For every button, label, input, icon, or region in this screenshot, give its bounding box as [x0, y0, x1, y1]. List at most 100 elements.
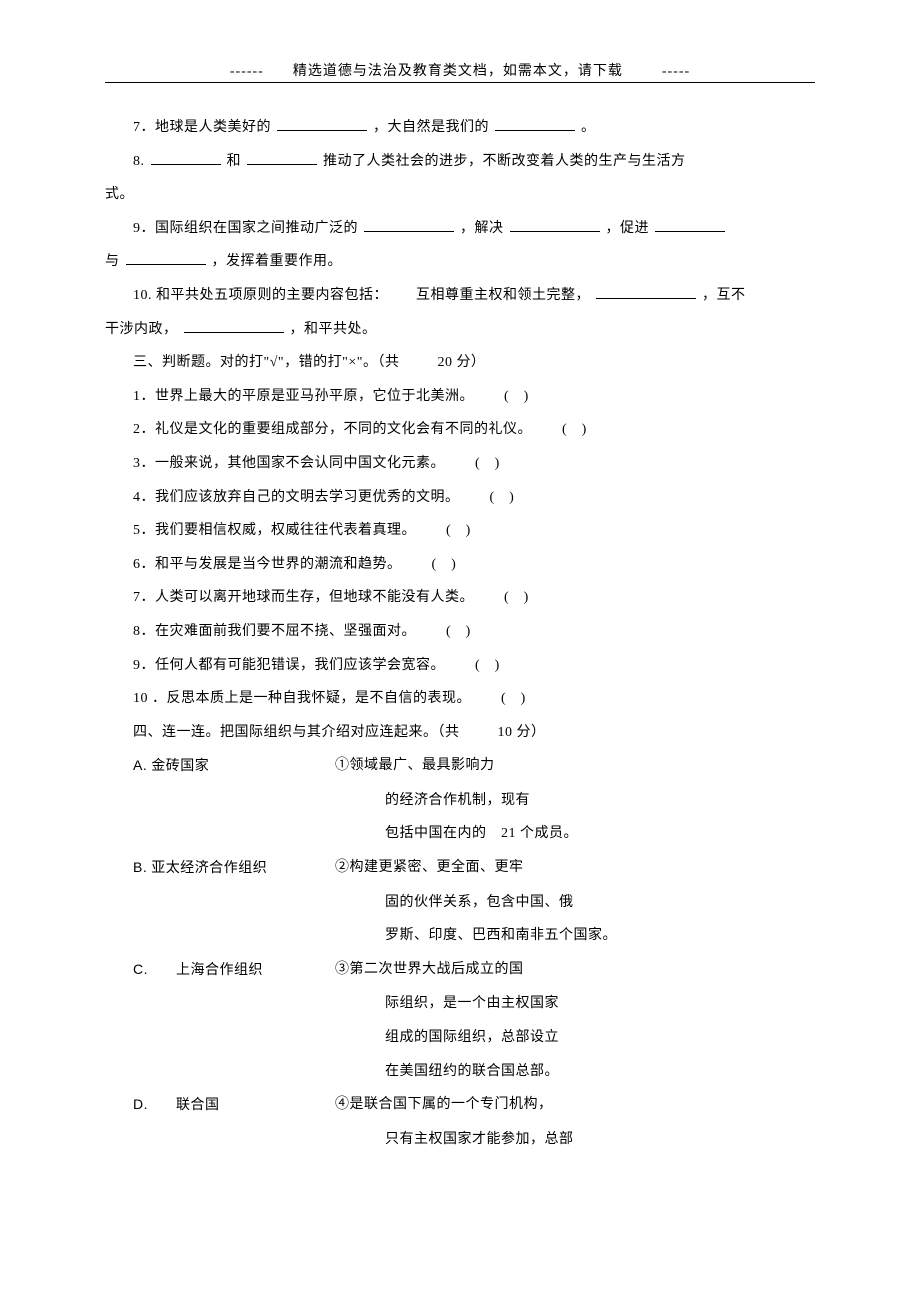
judge-item-8: 8．在灾难面前我们要不屈不挠、坚强面对。 ( ) — [105, 615, 815, 649]
blank — [184, 319, 284, 333]
match-d-label: D. — [133, 1096, 148, 1112]
match-c-cont1: 际组织，是一个由主权国家 — [105, 987, 815, 1021]
judge-item-7: 7．人类可以离开地球而生存，但地球不能没有人类。 ( ) — [105, 581, 815, 615]
match-a-desc: ①领域最广、最具影响力 — [335, 749, 815, 784]
q10-t1: 和平共处五项原则的主要内容包括： — [156, 288, 388, 303]
blank — [247, 151, 317, 165]
page-header: ------ 精选道德与法治及教育类文档，如需本文，请下载 ----- — [105, 60, 815, 80]
q9-t1: 国际组织在国家之间推动广泛的 — [155, 221, 358, 236]
sec3-points: 20 分） — [437, 355, 485, 370]
q9-t2: ，解决 — [460, 221, 504, 236]
blank — [151, 151, 221, 165]
q7-num: 7． — [133, 120, 155, 135]
match-c-label: C. — [133, 961, 148, 977]
q7-t1: 地球是人类美好的 — [155, 120, 271, 135]
judge-item-3: 3．一般来说，其他国家不会认同中国文化元素。 ( ) — [105, 447, 815, 481]
match-left-d: D. 联合国 — [105, 1088, 335, 1123]
j8-text: 在灾难面前我们要不屈不挠、坚强面对。 — [155, 624, 416, 639]
judge-item-9: 9．任何人都有可能犯错误，我们应该学会宽容。 ( ) — [105, 649, 815, 683]
q10-t2: 互相尊重主权和领土完整， — [416, 288, 590, 303]
match-row-a: A. 金砖国家 ①领域最广、最具影响力 — [105, 749, 815, 784]
j3-text: 一般来说，其他国家不会认同中国文化元素。 — [155, 456, 445, 471]
j7-num: 7． — [133, 590, 155, 605]
match-b-name: 亚太经济合作组织 — [151, 861, 267, 876]
sec4-points: 10 分） — [498, 725, 546, 740]
blank — [655, 218, 725, 232]
q10-t3: ，互不 — [702, 288, 746, 303]
match-c-name: 上海合作组织 — [176, 963, 263, 978]
fill-q8-cont: 式。 — [105, 178, 815, 212]
blank — [596, 285, 696, 299]
j1-paren: ( ) — [504, 389, 529, 404]
j9-paren: ( ) — [475, 658, 500, 673]
match-left-c: C. 上海合作组织 — [105, 953, 335, 988]
match-a-cont2: 包括中国在内的 21 个成员。 — [105, 817, 815, 851]
fill-q7: 7．地球是人类美好的 ，大自然是我们的 。 — [105, 111, 815, 145]
judge-item-4: 4．我们应该放弃自己的文明去学习更优秀的文明。( ) — [105, 481, 815, 515]
q8-t3: 式。 — [105, 187, 134, 202]
j5-num: 5． — [133, 523, 155, 538]
j3-paren: ( ) — [475, 456, 500, 471]
match-d-cont1: 只有主权国家才能参加，总部 — [105, 1123, 815, 1157]
match-b-cont1: 固的伙伴关系，包含中国、俄 — [105, 886, 815, 920]
match-a-label: A. — [133, 757, 147, 773]
match-a-cont1: 的经济合作机制，现有 — [105, 784, 815, 818]
j2-paren: ( ) — [562, 422, 587, 437]
match-row-b: B. 亚太经济合作组织 ②构建更紧密、更全面、更牢 — [105, 851, 815, 886]
j7-text: 人类可以离开地球而生存，但地球不能没有人类。 — [155, 590, 474, 605]
j8-paren: ( ) — [446, 624, 471, 639]
match-c-desc: ③第二次世界大战后成立的国 — [335, 953, 815, 988]
section4-title: 四、连一连。把国际组织与其介绍对应连起来。（共 10 分） — [105, 716, 815, 750]
q10-t4: 干涉内政， — [105, 322, 178, 337]
match-left-a: A. 金砖国家 — [105, 749, 335, 784]
j5-paren: ( ) — [446, 523, 471, 538]
match-b-cont2: 罗斯、印度、巴西和南非五个国家。 — [105, 919, 815, 953]
q8-t2: 推动了人类社会的进步，不断改变着人类的生产与生活方 — [323, 154, 686, 169]
judge-item-5: 5．我们要相信权威，权威往往代表着真理。 ( ) — [105, 514, 815, 548]
header-suffix: ----- — [662, 64, 690, 79]
j5-text: 我们要相信权威，权威往往代表着真理。 — [155, 523, 416, 538]
match-a-name: 金砖国家 — [151, 759, 209, 774]
j2-num: 2． — [133, 422, 155, 437]
match-left-b: B. 亚太经济合作组织 — [105, 851, 335, 886]
q9-t5: ，发挥着重要作用。 — [212, 254, 343, 269]
blank — [277, 117, 367, 131]
j2-text: 礼仪是文化的重要组成部分，不同的文化会有不同的礼仪。 — [155, 422, 532, 437]
header-prefix: ------ — [230, 64, 264, 79]
sec4-title-text: 四、连一连。把国际组织与其介绍对应连起来。（共 — [133, 725, 460, 740]
j10-num: 10 ． — [133, 691, 167, 706]
j9-text: 任何人都有可能犯错误，我们应该学会宽容。 — [155, 658, 445, 673]
j7-paren: ( ) — [504, 590, 529, 605]
page: ------ 精选道德与法治及教育类文档，如需本文，请下载 ----- 7．地球… — [0, 0, 920, 1236]
match-row-d: D. 联合国 ④是联合国下属的一个专门机构， — [105, 1088, 815, 1123]
j10-paren: ( ) — [501, 691, 526, 706]
fill-q9-cont: 与 ，发挥着重要作用。 — [105, 245, 815, 279]
judge-item-6: 6．和平与发展是当今世界的潮流和趋势。( ) — [105, 548, 815, 582]
q7-t2: ，大自然是我们的 — [373, 120, 489, 135]
blank — [495, 117, 575, 131]
judge-item-10: 10 ．反思本质上是一种自我怀疑，是不自信的表现。 ( ) — [105, 682, 815, 716]
match-b-label: B. — [133, 859, 147, 875]
q10-t5: ，和平共处。 — [290, 322, 377, 337]
j4-num: 4． — [133, 490, 155, 505]
q9-num: 9． — [133, 221, 155, 236]
judge-item-2: 2．礼仪是文化的重要组成部分，不同的文化会有不同的礼仪。 ( ) — [105, 413, 815, 447]
j1-text: 世界上最大的平原是亚马孙平原，它位于北美洲。 — [155, 389, 474, 404]
blank — [126, 251, 206, 265]
header-text: 精选道德与法治及教育类文档，如需本文，请下载 — [293, 64, 623, 79]
fill-q10-cont: 干涉内政， ，和平共处。 — [105, 313, 815, 347]
j6-paren: ( ) — [432, 557, 457, 572]
header-rule — [105, 82, 815, 83]
fill-q9: 9．国际组织在国家之间推动广泛的 ，解决 ，促进 — [105, 212, 815, 246]
j4-paren: ( ) — [490, 490, 515, 505]
j10-text: 反思本质上是一种自我怀疑，是不自信的表现。 — [167, 691, 472, 706]
j8-num: 8． — [133, 624, 155, 639]
match-c-cont2: 组成的国际组织，总部设立 — [105, 1021, 815, 1055]
j3-num: 3． — [133, 456, 155, 471]
match-row-c: C. 上海合作组织 ③第二次世界大战后成立的国 — [105, 953, 815, 988]
fill-q8: 8. 和 推动了人类社会的进步，不断改变着人类的生产与生活方 — [105, 145, 815, 179]
blank — [510, 218, 600, 232]
j1-num: 1． — [133, 389, 155, 404]
j9-num: 9． — [133, 658, 155, 673]
match-d-desc: ④是联合国下属的一个专门机构， — [335, 1088, 815, 1123]
